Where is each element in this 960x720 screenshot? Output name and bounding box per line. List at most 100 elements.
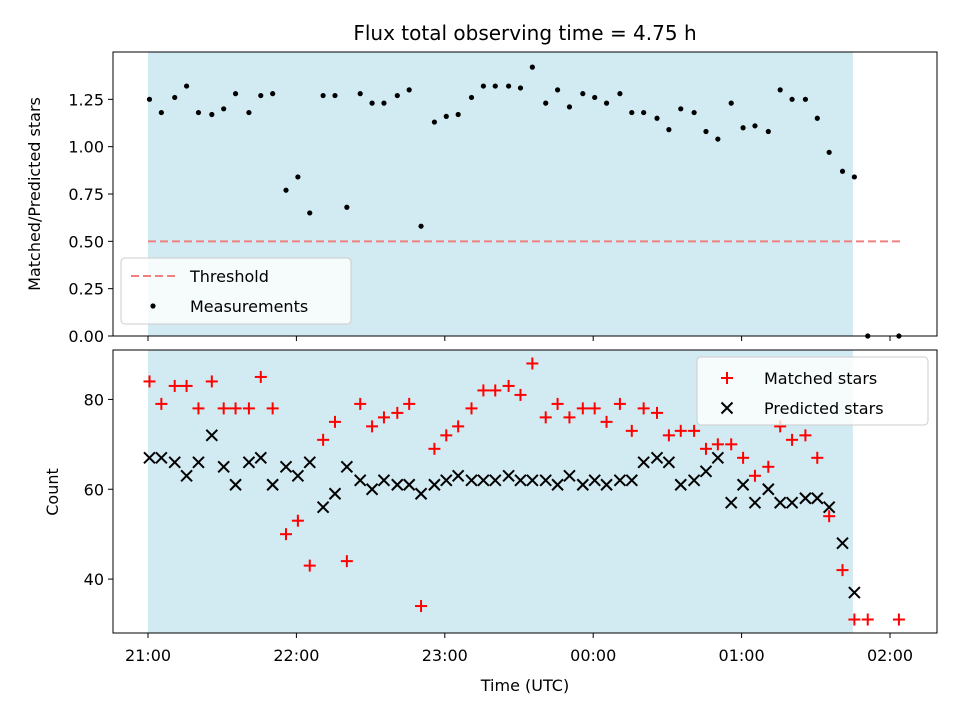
predicted-star-point — [625, 474, 638, 487]
predicted-star-point — [414, 487, 428, 500]
bottom-series-points — [143, 357, 905, 626]
measurement-point — [307, 210, 313, 216]
measurement-point — [246, 109, 252, 116]
predicted-star-point — [736, 478, 750, 491]
matched-star-point — [205, 375, 218, 388]
measurement-point — [691, 109, 697, 116]
measurement-point — [765, 128, 771, 135]
measurement-point — [789, 96, 795, 102]
top-legend: Threshold Measurements — [120, 257, 352, 325]
measurement-point — [158, 109, 164, 116]
predicted-star-point — [576, 478, 590, 491]
matched-star-point — [366, 420, 379, 433]
top-measurement-points — [146, 64, 902, 339]
predicted-star-point — [526, 474, 539, 487]
predicted-star-point — [687, 474, 701, 487]
top-y-axis-label: Matched/Predicted stars — [25, 97, 44, 291]
top-y-tick-label: 0.25 — [68, 280, 104, 299]
measurement-point — [839, 168, 846, 174]
matched-star-point — [403, 397, 416, 410]
bottom-y-tick-label: 80 — [84, 390, 104, 409]
measurement-point — [543, 100, 549, 106]
legend-matched-label: Matched stars — [764, 369, 877, 388]
matched-star-point — [748, 469, 761, 482]
predicted-star-point — [762, 483, 775, 496]
measurement-point — [394, 92, 400, 99]
measurement-point — [517, 85, 524, 91]
measurement-point — [232, 91, 239, 97]
legend-measurement-swatch — [150, 303, 156, 309]
measurement-point — [752, 123, 758, 129]
measurement-point — [381, 100, 387, 106]
predicted-star-point — [279, 460, 293, 474]
matched-star-point — [892, 613, 905, 626]
measurement-point — [492, 83, 498, 89]
matched-star-point — [861, 613, 874, 626]
matched-star-point — [489, 384, 502, 397]
predicted-star-point — [180, 469, 193, 482]
predicted-star-point — [489, 474, 502, 487]
matched-star-point — [242, 402, 255, 415]
measurement-point — [629, 109, 635, 116]
measurement-point — [703, 128, 709, 135]
predicted-star-point — [748, 496, 762, 509]
predicted-star-point — [836, 536, 849, 550]
top-panel: 0.00 0.25 0.50 0.75 1.00 1.25 Threshold Measur… — [68, 51, 938, 346]
matched-star-point — [217, 402, 230, 415]
matched-star-point — [280, 528, 293, 541]
matched-star-point — [563, 411, 576, 424]
matched-star-point — [613, 397, 626, 410]
predicted-star-point — [254, 451, 267, 465]
matched-star-point — [762, 460, 775, 473]
matched-star-point — [551, 397, 564, 410]
matched-star-point — [192, 402, 205, 415]
predicted-star-point — [168, 456, 181, 469]
matched-star-point — [588, 402, 601, 415]
measurement-point — [617, 91, 623, 97]
x-tick-label: 02:00 — [867, 646, 913, 665]
predicted-star-point — [551, 478, 564, 491]
matched-star-point — [155, 397, 168, 410]
predicted-star-point — [242, 456, 256, 469]
matched-star-point — [452, 420, 465, 433]
measurement-point — [566, 104, 573, 110]
predicted-star-point — [354, 474, 367, 487]
matched-star-point — [625, 424, 638, 437]
measurement-point — [443, 113, 449, 119]
predicted-star-point — [440, 474, 453, 487]
measurement-point — [332, 92, 338, 99]
predicted-star-point — [428, 478, 441, 491]
matched-star-point — [539, 411, 552, 424]
predicted-star-point — [662, 456, 676, 469]
predicted-star-point — [600, 478, 613, 491]
measurement-point — [258, 92, 264, 99]
predicted-star-point — [785, 496, 799, 509]
measurement-point — [851, 174, 857, 180]
matched-star-point — [291, 514, 304, 527]
measurement-point — [654, 115, 660, 121]
matched-star-point — [688, 424, 701, 437]
matched-star-point — [737, 451, 750, 464]
matched-star-point — [428, 442, 441, 455]
predicted-star-point — [773, 496, 787, 509]
measurement-point — [603, 100, 610, 106]
x-tick-label: 23:00 — [422, 646, 468, 665]
top-y-tick-label: 0.50 — [68, 232, 104, 251]
matched-star-point — [526, 357, 539, 370]
matched-star-point — [576, 402, 589, 415]
matched-star-point — [415, 600, 428, 613]
predicted-star-point — [143, 451, 156, 465]
top-y-ticks: 0.00 0.25 0.50 0.75 1.00 1.25 — [68, 90, 113, 346]
measurement-point — [480, 83, 486, 89]
legend-predicted-label: Predicted stars — [764, 399, 884, 418]
measurement-point — [357, 91, 363, 97]
predicted-star-point — [155, 451, 168, 465]
predicted-star-point — [539, 474, 552, 487]
matched-star-point — [391, 406, 404, 419]
predicted-star-point — [205, 429, 219, 442]
measurement-point — [740, 125, 746, 131]
bottom-y-axis-label: Count — [43, 468, 62, 516]
predicted-star-point — [465, 474, 478, 487]
predicted-star-point — [328, 487, 342, 500]
